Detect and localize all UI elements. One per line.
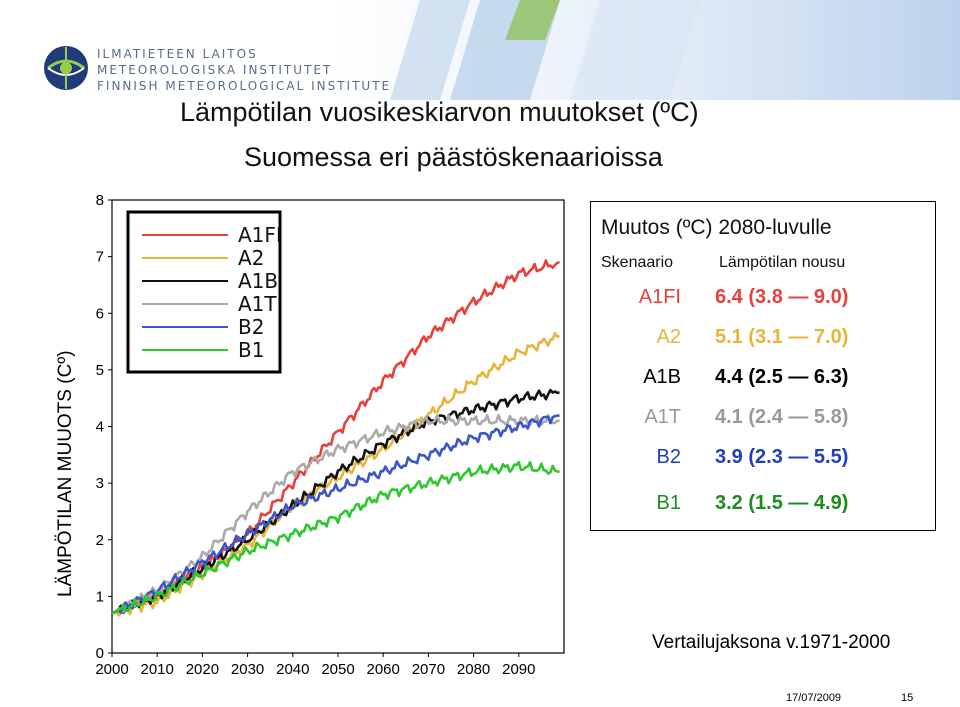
- page-title: Lämpötilan vuosikeskiarvon muutokset (ºC…: [180, 97, 699, 127]
- y-tick-label: 2: [96, 532, 104, 549]
- scenario-value: 6.4 (3.8 — 9.0): [715, 286, 849, 308]
- org-name-fi: ILMATIETEEN LAITOS: [97, 47, 258, 61]
- header-banner: [330, 0, 960, 100]
- fmi-logo-icon: [44, 46, 88, 90]
- y-tick-label: 3: [96, 475, 104, 492]
- scenario-name: A1FI: [638, 286, 681, 308]
- y-tick-label: 7: [96, 249, 104, 266]
- series-line-a1fi: [111, 259, 560, 617]
- series-line-b2: [111, 413, 560, 615]
- org-name-en: FINNISH METEOROLOGICAL INSTITUTE: [97, 79, 392, 93]
- scenario-name: B1: [656, 492, 681, 514]
- banner-stripe: [390, 0, 470, 100]
- x-tick-label: 2050: [321, 661, 354, 678]
- scenario-value: 5.1 (3.1 — 7.0): [715, 326, 849, 348]
- banner-green-stripe: [505, 0, 560, 40]
- y-tick-label: 1: [96, 588, 104, 605]
- x-tick-label: 2070: [412, 661, 445, 678]
- page-subtitle: Suomessa eri päästöskenaarioissa: [244, 142, 663, 172]
- series-line-b1: [111, 460, 560, 615]
- page-number: 15: [901, 692, 914, 704]
- legend-label-a1t: A1T: [238, 292, 277, 316]
- org-name-sv: METEOROLOGISKA INSTITUTET: [97, 63, 333, 77]
- x-tick-label: 2030: [231, 661, 264, 678]
- x-tick-label: 2080: [457, 661, 490, 678]
- y-tick-label: 6: [96, 305, 104, 322]
- y-tick-label: 5: [96, 362, 104, 379]
- legend-label-b1: B1: [238, 338, 264, 362]
- scenario-table: Muutos (ºC) 2080-luvulle Skenaario Lämpö…: [590, 201, 936, 531]
- scenario-name: B2: [656, 446, 681, 468]
- scenario-value: 4.1 (2.4 — 5.8): [715, 406, 849, 428]
- legend-label-a1b: A1B: [238, 269, 278, 293]
- legend-label-a1fi: A1FI: [238, 223, 282, 247]
- x-tick-label: 2000: [95, 661, 128, 678]
- legend-box: [126, 210, 282, 374]
- y-tick-label: 8: [96, 192, 104, 209]
- scenario-value: 4.4 (2.5 — 6.3): [715, 366, 849, 388]
- y-axis-label: LÄMPÖTILAN MUUOTS (Cº): [55, 350, 76, 597]
- column-header-scenario: Skenaario: [601, 254, 674, 271]
- x-tick-label: 2040: [276, 661, 309, 678]
- scenario-name: A1B: [643, 366, 681, 388]
- plot-frame: [111, 199, 565, 654]
- y-tick-label: 0: [96, 645, 104, 662]
- scenario-name: A2: [656, 326, 681, 348]
- scenario-value: 3.9 (2.3 — 5.5): [715, 446, 849, 468]
- x-tick-label: 2010: [141, 661, 174, 678]
- footer-date: 17/07/2009: [786, 692, 842, 704]
- x-tick-label: 2020: [186, 661, 219, 678]
- column-header-increase: Lämpötilan nousu: [719, 254, 846, 271]
- x-tick-label: 2090: [502, 661, 535, 678]
- legend-label-a2: A2: [238, 246, 264, 270]
- legend-label-b2: B2: [238, 315, 264, 339]
- y-tick-label: 4: [96, 419, 104, 436]
- scenario-value: 3.2 (1.5 — 4.9): [715, 492, 849, 514]
- scenario-name: A1T: [644, 406, 681, 428]
- reference-period-note: Vertailujaksona v.1971-2000: [652, 632, 891, 653]
- organization-name: ILMATIETEEN LAITOS METEOROLOGISKA INSTIT…: [97, 46, 391, 94]
- table-heading: Muutos (ºC) 2080-luvulle: [601, 216, 832, 239]
- temperature-chart: 0 1 2 3 4 5 6 7 8 2000 2010 2020 2030 2040 2050 2060 207…: [95, 192, 565, 678]
- x-tick-label: 2060: [367, 661, 400, 678]
- banner-stripe: [570, 0, 700, 100]
